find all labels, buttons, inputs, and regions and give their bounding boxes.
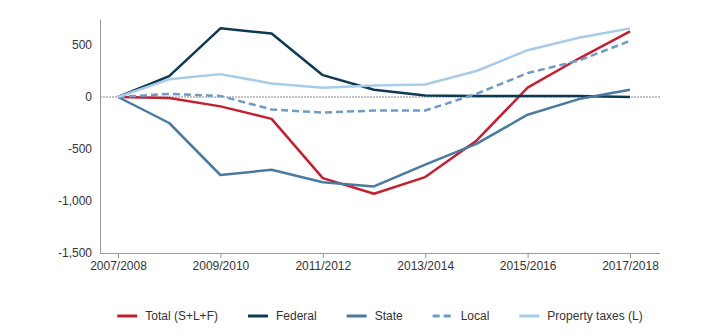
x-axis-line [100,253,660,254]
x-tick: 2009/2010 [193,253,250,273]
y-tick-label: 0 [85,90,92,104]
legend-entry: Federal [248,309,317,323]
x-tick-label: 2013/2014 [397,259,454,273]
y-tick-label: -500 [68,142,92,156]
x-tick-label: 2017/2018 [602,259,659,273]
legend-label: State [375,309,403,323]
x-tick-mark [528,253,529,258]
legend-swatch [433,315,453,318]
x-tick-label: 2007/2008 [90,259,147,273]
x-tick: 2011/2012 [295,253,351,273]
x-tick: 2013/2014 [397,253,454,273]
x-tick: 2017/2018 [602,253,659,273]
y-tick: -1,000 [58,194,100,208]
x-tick-label: 2015/2016 [500,259,557,273]
chart: -1,500-1,000-50005002007/20082009/201020… [0,0,702,336]
y-tick-label: -1,500 [58,246,92,260]
legend-entry: Property taxes (L) [519,309,642,323]
series-line [118,31,630,193]
legend-swatch [248,315,268,318]
y-tick: 500 [72,38,100,52]
y-tick: -500 [68,142,100,156]
y-axis-line [100,20,101,254]
x-tick-mark [323,253,324,258]
x-tick-label: 2011/2012 [295,259,351,273]
legend-entry: Total (S+L+F) [117,309,218,323]
legend-label: Local [461,309,490,323]
x-axis: 2007/2008 2009/2010 2011/2012 2013/2014 2015… [90,253,660,273]
x-tick: 2015/2016 [500,253,557,273]
x-tick: 2007/2008 [90,253,147,273]
legend-entry: Local [433,309,490,323]
y-tick-label: -1,000 [58,194,92,208]
legend-swatch [519,315,539,318]
legend: Total (S+L+F) Federal State Local Property t… [117,309,642,323]
x-tick-mark [630,253,631,258]
legend-swatch [347,315,367,318]
legend-label: Property taxes (L) [547,309,642,323]
x-tick-label: 2009/2010 [193,259,250,273]
x-tick-mark [425,253,426,258]
series-line [118,28,630,97]
legend-label: Total (S+L+F) [145,309,218,323]
legend-swatch [117,315,137,318]
x-tick-mark [220,253,221,258]
series-line [118,28,630,97]
series-line [118,90,630,187]
x-tick-mark [118,253,119,258]
y-tick: 0 [85,90,100,104]
legend-entry: State [347,309,403,323]
y-tick-label: 500 [72,38,92,52]
plot-area [118,28,630,193]
y-axis: -1,500 -1,000 -500 0 500 [58,20,101,261]
legend-label: Federal [276,309,317,323]
